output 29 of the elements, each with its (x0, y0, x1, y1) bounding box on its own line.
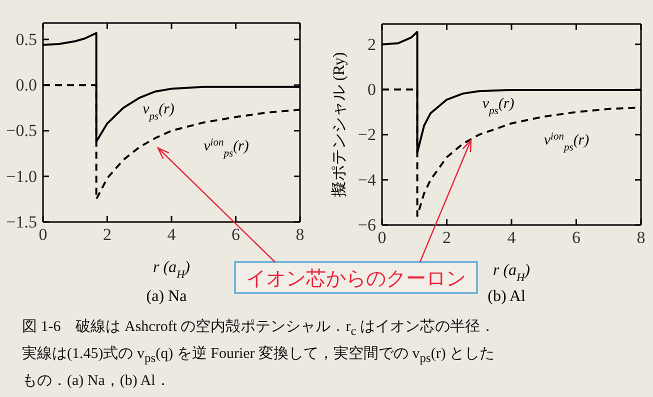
x-tick-label: 4 (507, 228, 516, 248)
y-tick-label: −1.5 (6, 212, 37, 232)
x-tick-label: 2 (103, 225, 112, 244)
y-tick-label: −1.0 (6, 166, 37, 186)
y-tick-label: −2 (358, 125, 376, 144)
y-tick-label: −4 (358, 170, 376, 190)
y-tick-label: 0.5 (16, 30, 37, 49)
y-tick-label: 0.0 (16, 76, 37, 95)
x-tick-label: 2 (442, 228, 451, 248)
x-tick-label: 6 (572, 228, 580, 248)
text: (a) Na (146, 288, 187, 305)
series-label: v$_{ps}$(r) (482, 96, 514, 116)
x-tick-label: 6 (232, 225, 240, 244)
x-tick-label: 4 (167, 225, 176, 244)
series-label: v$_{ps}$(r) (142, 102, 174, 122)
y-tick-label: −6 (358, 215, 376, 234)
x-tick-label: 8 (296, 225, 304, 244)
x-axis-title: r (a$_{H}$) (153, 259, 190, 281)
text: (b) Al (488, 288, 526, 305)
y-tick-label: 2 (368, 34, 376, 54)
text: 図 1-6 破線は Ashcroft の空内殻ポテンシャル．r$_{c}$ はイオン芯の半径．実線は(1.45)式の v$_{ps}$(q) を逆 Fourier 変換して，実空間での v$_{ps}$(r) としたもの．(a) Na，(b) Al． (22, 319, 496, 389)
x-tick-label: 8 (636, 228, 646, 248)
y-tick-label: 0 (368, 80, 376, 99)
x-axis-title: r (a$_{H}$) (493, 262, 530, 284)
series-label: v$^{ion}$$_{ps}$(r) (544, 131, 590, 154)
callout-box: イオン芯からのクーロン (234, 261, 478, 294)
y-axis-title: 擬ポテンシャル (Ry) (331, 52, 348, 197)
series-label: v$^{ion}$$_{ps}$(r) (204, 137, 249, 159)
y-tick-label: −0.5 (6, 121, 37, 140)
